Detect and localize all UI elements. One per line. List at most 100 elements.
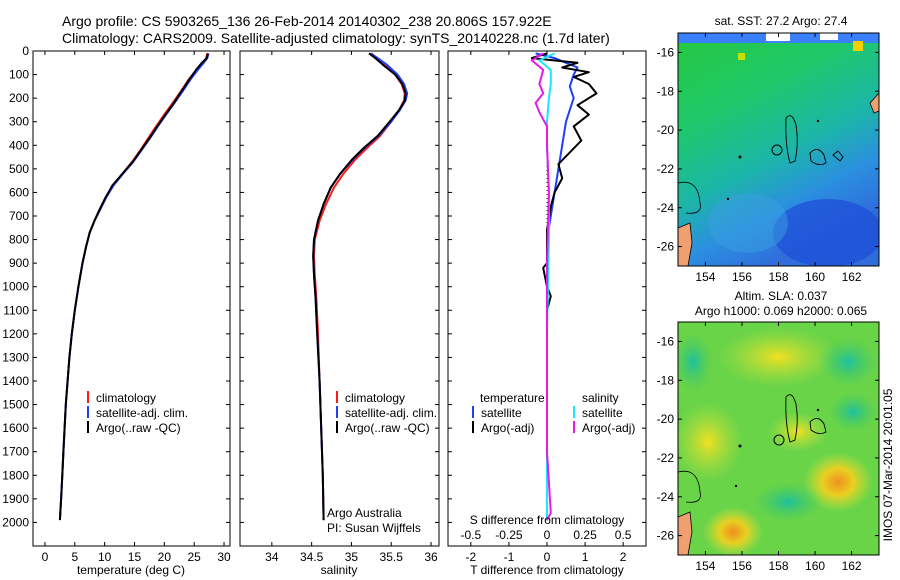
annotation-pi: PI: Susan Wijffels [327,521,421,535]
x-tick-label: -1 [504,550,515,564]
lat-tick-label: -20 [657,123,675,137]
footer-timestamp: IMOS 07-Mar-2014 20:01:05 [881,388,895,541]
lat-tick-label: -20 [657,412,675,426]
sla-low [828,392,878,432]
temperature-x-axis: 0 5 10 15 20 25 30 [42,51,231,564]
island-marker [816,408,820,412]
salinity-lines [312,52,409,521]
sla-high [678,402,743,482]
x-tick-label: 1 [582,550,589,564]
lon-tick-label: 156 [732,559,752,573]
difference-legend: temperature satellite Argo(-adj) salinit… [472,391,635,435]
x-tick-label: 15 [128,550,142,564]
legend-label-satellite: satellite-adj. clim. [96,406,188,420]
reef-contour [678,181,701,214]
island-marker [738,444,742,448]
sst-map-panel: sat. SST: 27.2 Argo: 27.4 [657,14,880,284]
lat-tick-label: -16 [657,45,675,59]
temperature-panel: 0100200300400500600700800900100011001200… [2,44,231,577]
legend-label-argo: Argo(..raw -QC) [345,421,430,435]
depth-tick-label: 1700 [2,445,29,459]
depth-tick-label: 500 [9,162,29,176]
lat-tick-label: -26 [657,529,675,543]
legend-label-t-argo: Argo(-adj) [481,421,534,435]
depth-tick-label: 300 [9,115,29,129]
sst-missing-data [820,33,838,40]
x2-tick-label: -0.25 [495,528,523,542]
depth-tick-label: 800 [9,233,29,247]
lon-tick-label: 160 [805,559,825,573]
legend-label-climatology: climatology [96,391,156,405]
temperature-xlabel: temperature (deg C) [77,563,185,577]
x-tick-label: 35.5 [380,550,404,564]
sla-map-panel: Altim. SLA: 0.037 Argo h1000: 0.069 h200… [657,289,880,573]
lon-tick-label: 156 [732,270,752,284]
difference-lines [530,52,598,521]
lat-tick-label: -24 [657,201,675,215]
sla-map-image [678,322,879,555]
sla-high [703,507,763,555]
x2-tick-label: -0.5 [461,528,482,542]
lon-tick-label: 154 [695,270,715,284]
reef-contour [832,150,844,162]
depth-tick-label: 1800 [2,468,29,482]
sla-map-title-line2: Argo h1000: 0.069 h2000: 0.065 [695,304,867,318]
series-line [312,52,407,521]
lon-tick-label: 162 [842,270,862,284]
lat-tick-label: -16 [657,334,675,348]
x-tick-label: 5 [71,550,78,564]
sst-cool-patch [773,199,879,266]
depth-tick-label: 200 [9,91,29,105]
x-tick-label: 10 [98,550,112,564]
x-tick-label: 30 [217,550,231,564]
depth-tick-label: 1200 [2,327,29,341]
sst-lon-axis: 154 156 158 160 162 [695,33,862,284]
reef-contour [809,418,827,435]
x-tick-label: 34.5 [300,550,324,564]
sst-cool-patch [708,193,788,253]
lon-tick-label: 160 [805,270,825,284]
salinity-panel: 34 34.5 35 35.5 36 salinity climatology sate… [239,50,440,577]
lat-tick-label: -18 [657,84,675,98]
lat-tick-label: -18 [657,373,675,387]
depth-tick-label: 1900 [2,492,29,506]
australia-coast [678,511,693,555]
salinity-legend: climatology satellite-adj. clim. Argo(..… [336,391,437,435]
sla-high [768,412,828,452]
argo-position-marker [773,434,785,446]
depth-tick-label: 1400 [2,374,29,388]
reef-contour [785,115,798,164]
depth-tick-label: 100 [9,68,29,82]
series-line [530,52,552,521]
legend-label-t-satellite: satellite [481,406,522,420]
legend-label-argo: Argo(..raw -QC) [96,421,181,435]
depth-tick-label: 400 [9,138,29,152]
x-tick-label: 20 [158,550,172,564]
difference-x-axis: -2 -1 0 1 2 [466,51,627,564]
temperature-lines [58,53,210,521]
depth-tick-label: 1500 [2,398,29,412]
s-difference-label: S difference from climatology [470,513,625,527]
x-tick-label: 35 [345,550,359,564]
argo-position-marker [771,144,783,156]
sla-low [753,482,823,522]
lon-tick-label: 158 [768,559,788,573]
depth-tick-label: 2000 [2,515,29,529]
lat-tick-label: -24 [657,490,675,504]
coast-fragment [869,92,879,114]
depth-axis: 0 100 200 300 400 500 600 700 800 900 1000 1100 1200… [2,44,230,529]
depth-tick-label: 1000 [2,280,29,294]
reef-contour [785,394,798,443]
t-difference-label: T difference from climatology [470,563,624,577]
depth-tick-label: 0 [22,44,29,58]
x-tick-label: 36 [424,550,438,564]
legend-label-climatology: climatology [345,391,405,405]
x-tick-label: 0 [544,550,551,564]
sla-map-title-line1: Altim. SLA: 0.037 [735,289,828,303]
x2-tick-label: 0 [544,528,551,542]
legend-label-satellite: satellite-adj. clim. [345,406,437,420]
lon-tick-label: 154 [695,559,715,573]
depth-tick-label: 700 [9,209,29,223]
temperature-frame [32,50,231,547]
salinity-depth-ticks [240,50,439,523]
